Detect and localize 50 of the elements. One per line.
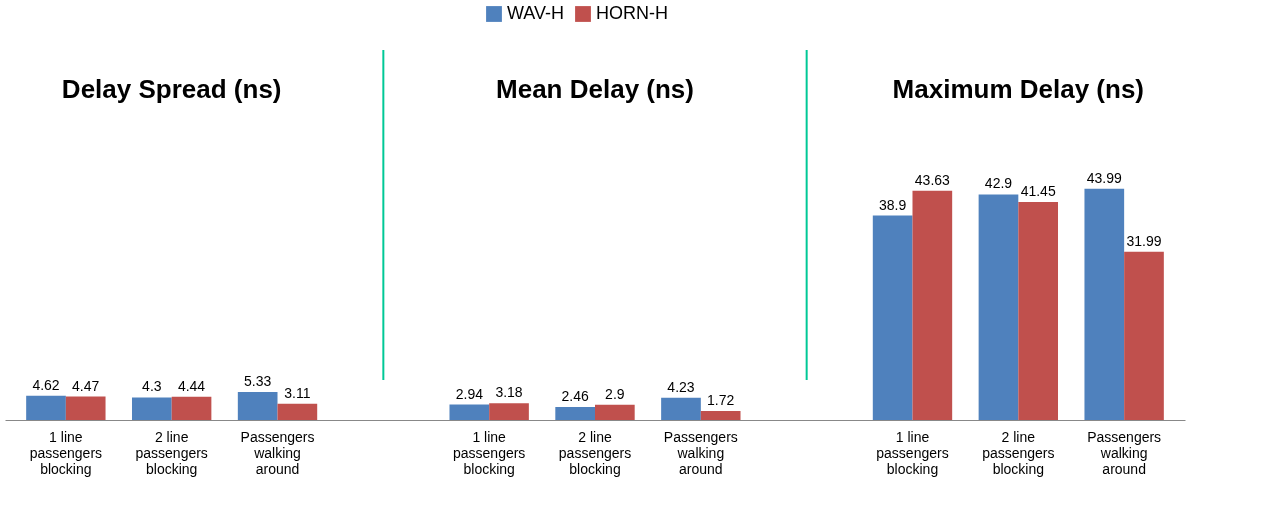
bar: [1124, 251, 1164, 420]
bar: [555, 407, 595, 420]
data-label: 5.33: [244, 372, 272, 389]
data-label: 1.72: [707, 391, 735, 408]
text: Maximum Delay (ns): [892, 74, 1145, 104]
data-label: 2.46: [561, 388, 589, 405]
data-label: 4.47: [72, 377, 100, 394]
data-label: 2.9: [605, 385, 625, 402]
text: Delay Spread (ns): [61, 74, 282, 104]
data-label: 38.9: [879, 196, 907, 213]
x-tick-label: 1 line passengers blocking: [29, 428, 103, 477]
bar: [132, 397, 172, 420]
data-label: 3.18: [495, 384, 523, 401]
data-label: 42.9: [984, 175, 1013, 192]
data-label: 41.45: [1020, 183, 1056, 200]
data-label: 4.3: [142, 378, 162, 395]
bar: [700, 410, 741, 420]
x-tick-label: 1 line passengers blocking: [876, 428, 949, 477]
data-label: 43.63: [914, 171, 951, 188]
bar: [237, 391, 278, 420]
legend-label: WAV-H: [507, 3, 564, 23]
data-label: 2.94: [455, 385, 484, 402]
x-tick-label: Passengers walking around: [240, 428, 315, 477]
data-label: 4.62: [32, 376, 60, 393]
x-tick-label: 2 line passengers blocking: [558, 428, 632, 477]
x-tick-label: 1 line passengers blocking: [452, 428, 526, 477]
bar: [65, 396, 106, 420]
data-label: 4.44: [177, 377, 206, 394]
bar: [1084, 188, 1125, 420]
bar: [171, 396, 212, 420]
data-label: 31.99: [1126, 232, 1162, 249]
bar: [1018, 202, 1058, 420]
data-label: 4.23: [667, 378, 695, 395]
data-label: 43.99: [1086, 169, 1123, 186]
bar: [978, 194, 1019, 420]
text: Mean Delay (ns): [496, 74, 694, 104]
bar: [489, 403, 529, 420]
bar: [872, 215, 913, 420]
bar: [595, 404, 635, 420]
x-tick-label: 2 line passengers blocking: [982, 428, 1055, 477]
x-tick-label: Passengers walking around: [663, 428, 738, 477]
bar: [449, 404, 490, 420]
bar: [661, 397, 701, 420]
x-tick-label: 2 line passengers blocking: [135, 428, 208, 477]
x-tick-label: Passengers walking around: [1087, 428, 1162, 477]
bar: [912, 190, 953, 420]
bar: [277, 403, 318, 420]
legend-label: HORN-H: [596, 3, 668, 23]
bar: [26, 395, 66, 420]
data-label: 3.11: [284, 384, 311, 401]
